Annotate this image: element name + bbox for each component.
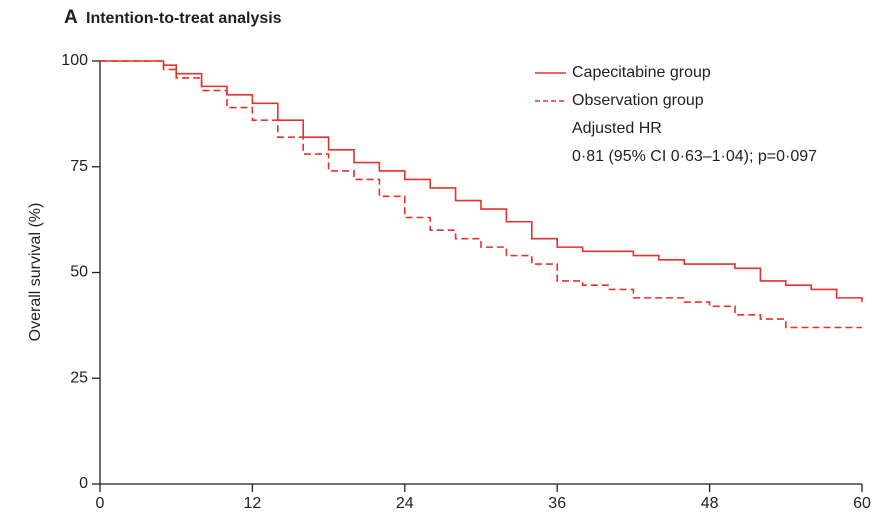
y-tick-label: 0 bbox=[79, 475, 88, 492]
y-tick-label: 25 bbox=[70, 369, 88, 386]
x-tick-label: 60 bbox=[853, 495, 871, 512]
x-tick-label: 0 bbox=[96, 495, 105, 512]
survival-curve bbox=[100, 60, 862, 329]
survival-curve bbox=[100, 60, 863, 303]
legend-label: Observation group bbox=[572, 92, 704, 109]
x-tick-label: 12 bbox=[244, 495, 262, 512]
x-tick-label: 48 bbox=[701, 495, 719, 512]
annotation: 0·81 (95% CI 0·63–1·04); p=0·097 bbox=[572, 148, 817, 165]
y-tick-label: 50 bbox=[70, 264, 88, 281]
legend-label: Capecitabine group bbox=[572, 64, 711, 81]
panel-label: A bbox=[64, 7, 78, 28]
y-tick-label: 75 bbox=[70, 158, 88, 175]
chart-title: Intention-to-treat analysis bbox=[86, 10, 282, 27]
y-axis-label: Overall survival (%) bbox=[27, 203, 44, 342]
x-tick-label: 24 bbox=[396, 495, 414, 512]
y-tick-label: 100 bbox=[61, 52, 88, 69]
x-tick-label: 36 bbox=[548, 495, 566, 512]
annotation: Adjusted HR bbox=[572, 120, 662, 137]
